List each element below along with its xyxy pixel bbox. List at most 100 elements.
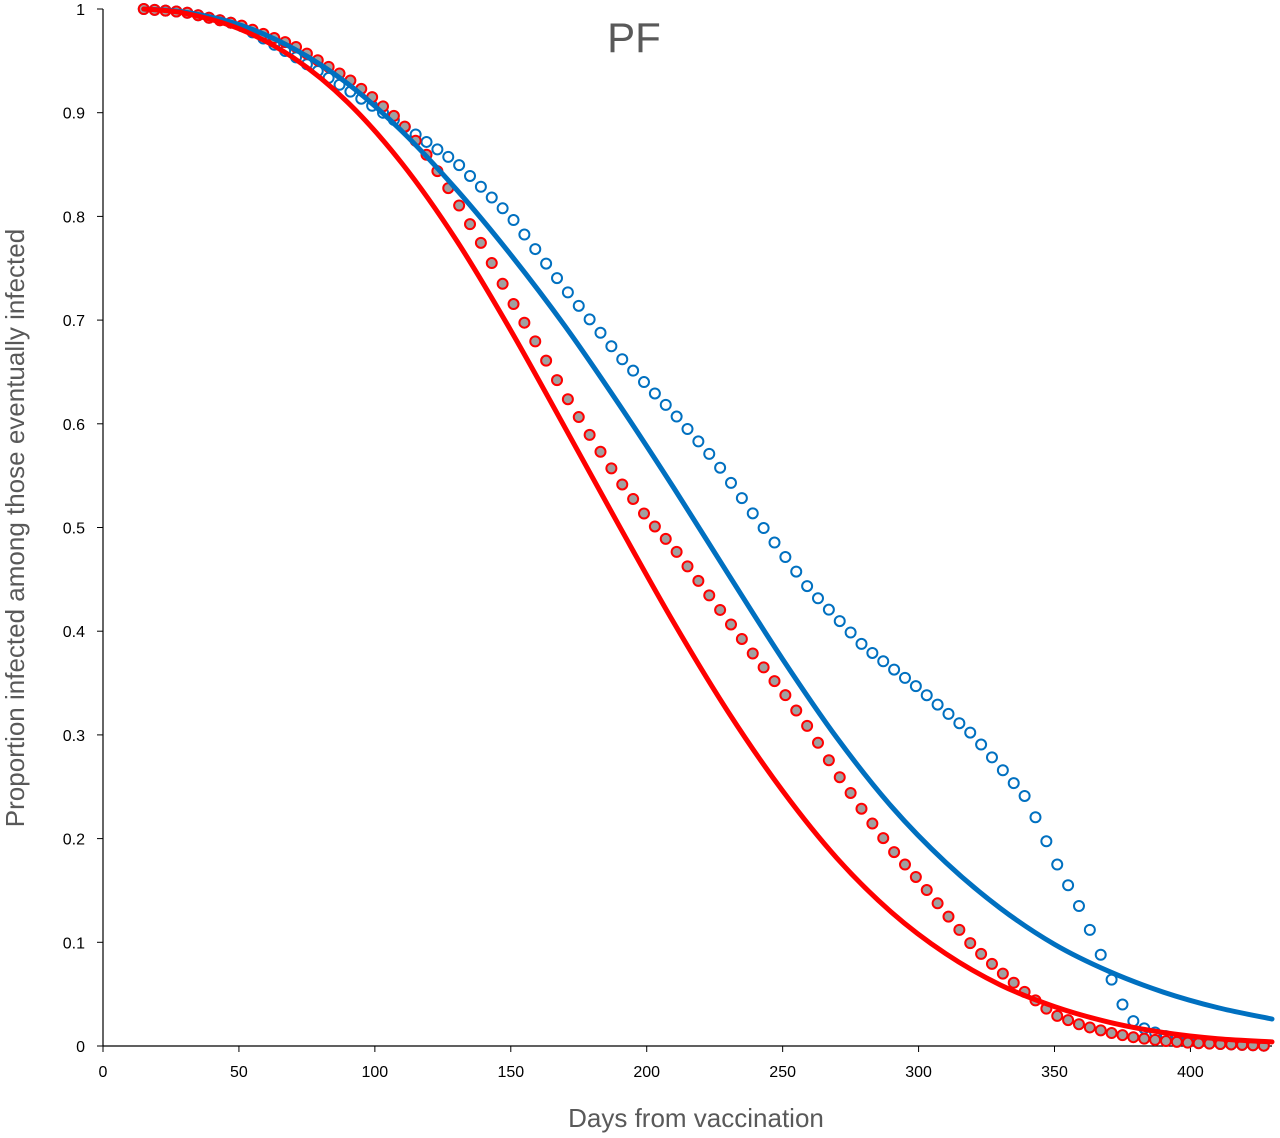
x-tick-label: 350 — [1041, 1064, 1068, 1081]
data-point — [942, 910, 955, 923]
y-tick-label: 0.3 — [63, 728, 85, 745]
data-point — [920, 884, 933, 897]
data-point — [1094, 1024, 1107, 1037]
data-point — [561, 393, 574, 406]
data-point — [725, 476, 737, 489]
data-point — [1138, 1032, 1151, 1045]
x-tick-label: 300 — [905, 1064, 932, 1081]
data-point — [616, 478, 629, 491]
series-line-1 — [141, 6, 1275, 1045]
data-point — [1018, 789, 1031, 802]
data-point — [692, 574, 705, 587]
data-point — [518, 228, 531, 241]
data-point — [931, 698, 944, 711]
data-point — [1062, 1014, 1075, 1027]
plot-area — [137, 3, 1275, 1052]
data-point — [931, 897, 944, 910]
data-point — [529, 335, 542, 348]
data-point — [866, 817, 879, 830]
y-tick-label: 0.6 — [63, 417, 85, 434]
data-point — [953, 923, 966, 936]
data-point — [616, 353, 629, 366]
data-point — [692, 435, 705, 448]
data-point — [627, 492, 640, 505]
data-point — [1105, 1027, 1118, 1040]
y-tick-label: 1 — [76, 2, 85, 19]
data-point — [1159, 1035, 1172, 1048]
data-point — [648, 520, 661, 533]
series-markers-1 — [137, 3, 1270, 1052]
data-point — [942, 707, 955, 720]
data-point — [855, 802, 868, 815]
y-tick-label: 0.9 — [63, 106, 85, 123]
data-point — [540, 257, 553, 270]
data-point — [638, 507, 650, 520]
data-point — [561, 286, 574, 299]
data-point — [898, 671, 911, 684]
data-point — [790, 565, 803, 578]
data-point — [964, 726, 977, 739]
data-point — [1072, 1018, 1085, 1031]
series-line-0 — [141, 6, 1275, 1022]
data-point — [855, 637, 868, 650]
data-point — [420, 135, 433, 148]
chart-title: PF — [607, 14, 661, 61]
data-point — [801, 580, 814, 593]
x-tick-label: 400 — [1177, 1064, 1204, 1081]
data-point — [442, 150, 455, 163]
data-point — [474, 236, 487, 249]
data-point — [975, 738, 988, 751]
y-tick-label: 0.2 — [63, 832, 85, 849]
data-point — [551, 374, 564, 387]
x-ticks: 0 50 100 150 200 250 300 350 400 — [99, 1046, 1204, 1081]
data-point — [453, 199, 466, 212]
data-point — [811, 736, 824, 749]
data-point — [507, 214, 520, 227]
data-point — [659, 398, 672, 411]
data-point — [1083, 1021, 1096, 1034]
data-point — [659, 532, 672, 545]
data-point — [572, 411, 585, 424]
y-tick-label: 0 — [76, 1039, 85, 1056]
data-point — [551, 272, 564, 285]
data-point — [594, 445, 607, 458]
data-point — [822, 603, 835, 616]
data-point — [670, 545, 683, 558]
data-point — [757, 522, 770, 535]
data-point — [518, 316, 531, 329]
x-tick-label: 0 — [99, 1064, 108, 1081]
data-point — [877, 832, 890, 845]
data-point — [464, 169, 477, 182]
data-point — [877, 655, 890, 668]
data-point — [583, 428, 596, 441]
data-point — [888, 663, 901, 676]
data-point — [975, 947, 988, 960]
data-point — [485, 257, 498, 270]
data-point — [605, 462, 618, 475]
data-point — [920, 689, 933, 702]
x-tick-label: 250 — [769, 1064, 796, 1081]
x-tick-label: 50 — [230, 1064, 248, 1081]
y-tick-label: 0.1 — [63, 935, 85, 952]
data-point — [464, 218, 477, 231]
data-point — [507, 298, 520, 311]
data-point — [833, 771, 846, 784]
x-tick-label: 100 — [362, 1064, 389, 1081]
data-point — [844, 626, 857, 639]
data-point — [1040, 835, 1053, 848]
data-point — [594, 326, 607, 339]
data-point — [888, 846, 901, 859]
data-point — [1007, 777, 1020, 790]
data-point — [1062, 879, 1075, 892]
x-tick-label: 150 — [497, 1064, 524, 1081]
data-point — [801, 719, 814, 732]
data-point — [1051, 858, 1064, 871]
data-point — [811, 592, 824, 605]
data-point — [985, 751, 998, 764]
data-point — [605, 340, 618, 353]
x-axis-title: Days from vaccination — [568, 1103, 824, 1133]
data-point — [496, 277, 509, 290]
x-tick-label: 200 — [633, 1064, 660, 1081]
data-point — [1181, 1036, 1194, 1049]
data-point — [844, 786, 857, 799]
